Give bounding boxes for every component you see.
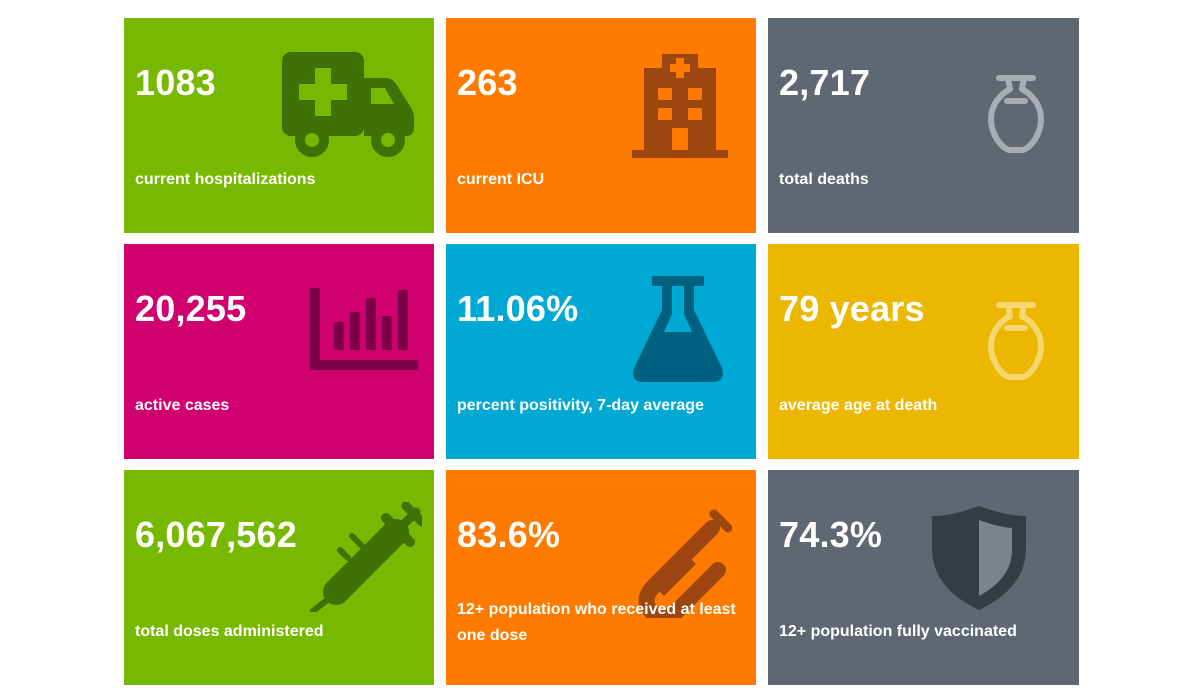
tile-average-age-at-death: 79 years average age at death [768, 244, 1079, 459]
stat-value: 263 [457, 62, 518, 103]
urn-icon [988, 75, 1044, 153]
tile-population-one-dose: 83.6% 12+ population who received at lea… [446, 470, 756, 685]
stat-value: 2,717 [779, 62, 871, 103]
flask-icon [633, 276, 723, 382]
stat-value: 79 years [779, 288, 925, 329]
stats-grid: 1083 current hospitalizations 263 [124, 18, 1079, 685]
stat-value: 20,255 [135, 288, 247, 329]
test-tube-icon [638, 509, 732, 618]
stat-label: percent positivity, 7-day average [457, 397, 704, 414]
stat-value: 83.6% [457, 514, 561, 555]
stat-value: 74.3% [779, 514, 883, 555]
stat-value: 11.06% [457, 288, 579, 329]
stat-label: average age at death [779, 397, 938, 414]
bar-chart-icon [310, 288, 418, 370]
hospital-icon [632, 54, 728, 158]
tile-population-fully-vaccinated: 74.3% 12+ population fully vaccinated [768, 470, 1079, 685]
tile-current-icu: 263 current ICU [446, 18, 756, 233]
shield-icon [932, 506, 1026, 610]
tile-total-deaths: 2,717 total deaths [768, 18, 1079, 233]
ambulance-icon [282, 52, 414, 157]
stat-value: 6,067,562 [135, 514, 297, 555]
stat-label: total deaths [779, 171, 869, 188]
stat-label: current ICU [457, 171, 545, 188]
stat-label: 12+ population who received at least one… [457, 601, 736, 644]
tile-current-hospitalizations: 1083 current hospitalizations [124, 18, 434, 233]
stat-label: 12+ population fully vaccinated [779, 623, 1017, 640]
stat-label: current hospitalizations [135, 171, 316, 188]
tile-total-doses-administered: 6,067,562 total doses administered [124, 470, 434, 685]
urn-icon [988, 302, 1044, 380]
tile-percent-positivity: 11.06% percent positivity, 7-day average [446, 244, 756, 459]
syringe-icon [310, 502, 422, 612]
stat-label: active cases [135, 397, 230, 414]
tile-active-cases: 20,255 active cases [124, 244, 434, 459]
stat-value: 1083 [135, 62, 216, 103]
stat-label: total doses administered [135, 623, 324, 640]
